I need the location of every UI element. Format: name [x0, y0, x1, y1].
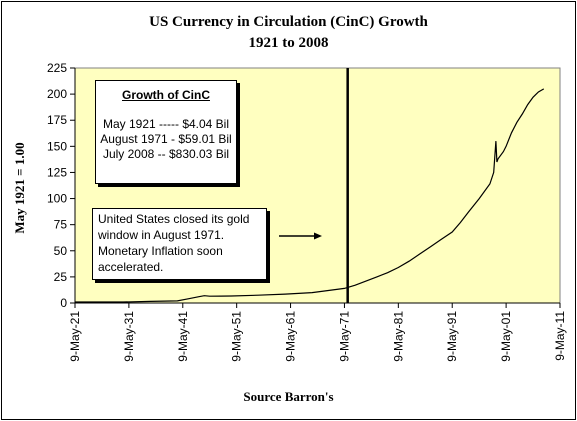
- y-tick-label: 0: [60, 296, 67, 310]
- x-axis-label: Source Barron's: [243, 389, 334, 404]
- y-tick-label: 175: [47, 113, 67, 127]
- y-tick-label: 150: [47, 139, 67, 153]
- y-tick-label: 125: [47, 165, 67, 179]
- y-tick-label: 225: [47, 61, 67, 75]
- chart-subtitle: 1921 to 2008: [248, 35, 329, 51]
- x-tick-label: 9-May-71: [337, 311, 351, 362]
- chart-title: US Currency in Circulation (CinC) Growth: [149, 14, 428, 30]
- growth-legend-box: Growth of CinC May 1921 ----- $4.04 Bil …: [95, 80, 237, 184]
- x-tick-label: 9-May-01: [499, 311, 513, 362]
- x-tick-label: 9-May-91: [445, 311, 459, 362]
- x-tick-label: 9-May-51: [230, 311, 244, 362]
- note-line-1: United States closed its gold: [98, 212, 250, 226]
- y-tick-label: 25: [54, 270, 68, 284]
- x-tick-label: 9-May-11: [553, 311, 567, 361]
- x-tick-label: 9-May-31: [122, 311, 136, 362]
- legend-line-1971: August 1971 - $59.01 Bil: [100, 132, 232, 146]
- series-line: [75, 88, 545, 303]
- y-tick-label: 100: [47, 192, 67, 206]
- legend-line-2008: July 2008 -- $830.03 Bil: [102, 147, 230, 161]
- gold-window-note: United States closed its gold window in …: [92, 208, 267, 280]
- y-tick-label: 75: [54, 218, 68, 232]
- note-line-2: window in August 1971.: [98, 228, 225, 242]
- x-tick-label: 9-May-81: [391, 311, 405, 362]
- x-tick-label: 9-May-61: [284, 311, 298, 362]
- y-tick-label: 200: [47, 87, 67, 101]
- note-arrow: [279, 232, 322, 240]
- x-tick-label: 9-May-21: [68, 311, 82, 362]
- legend-line-1921: May 1921 ----- $4.04 Bil: [102, 117, 230, 131]
- y-tick-label: 50: [54, 244, 68, 258]
- note-line-4: accelerated.: [98, 260, 164, 274]
- y-axis-label: May 1921 = 1.00: [12, 142, 27, 234]
- x-tick-label: 9-May-41: [176, 311, 190, 362]
- legend-box-title: Growth of CinC: [122, 88, 210, 102]
- note-line-3: Monetary Inflation soon: [98, 244, 223, 258]
